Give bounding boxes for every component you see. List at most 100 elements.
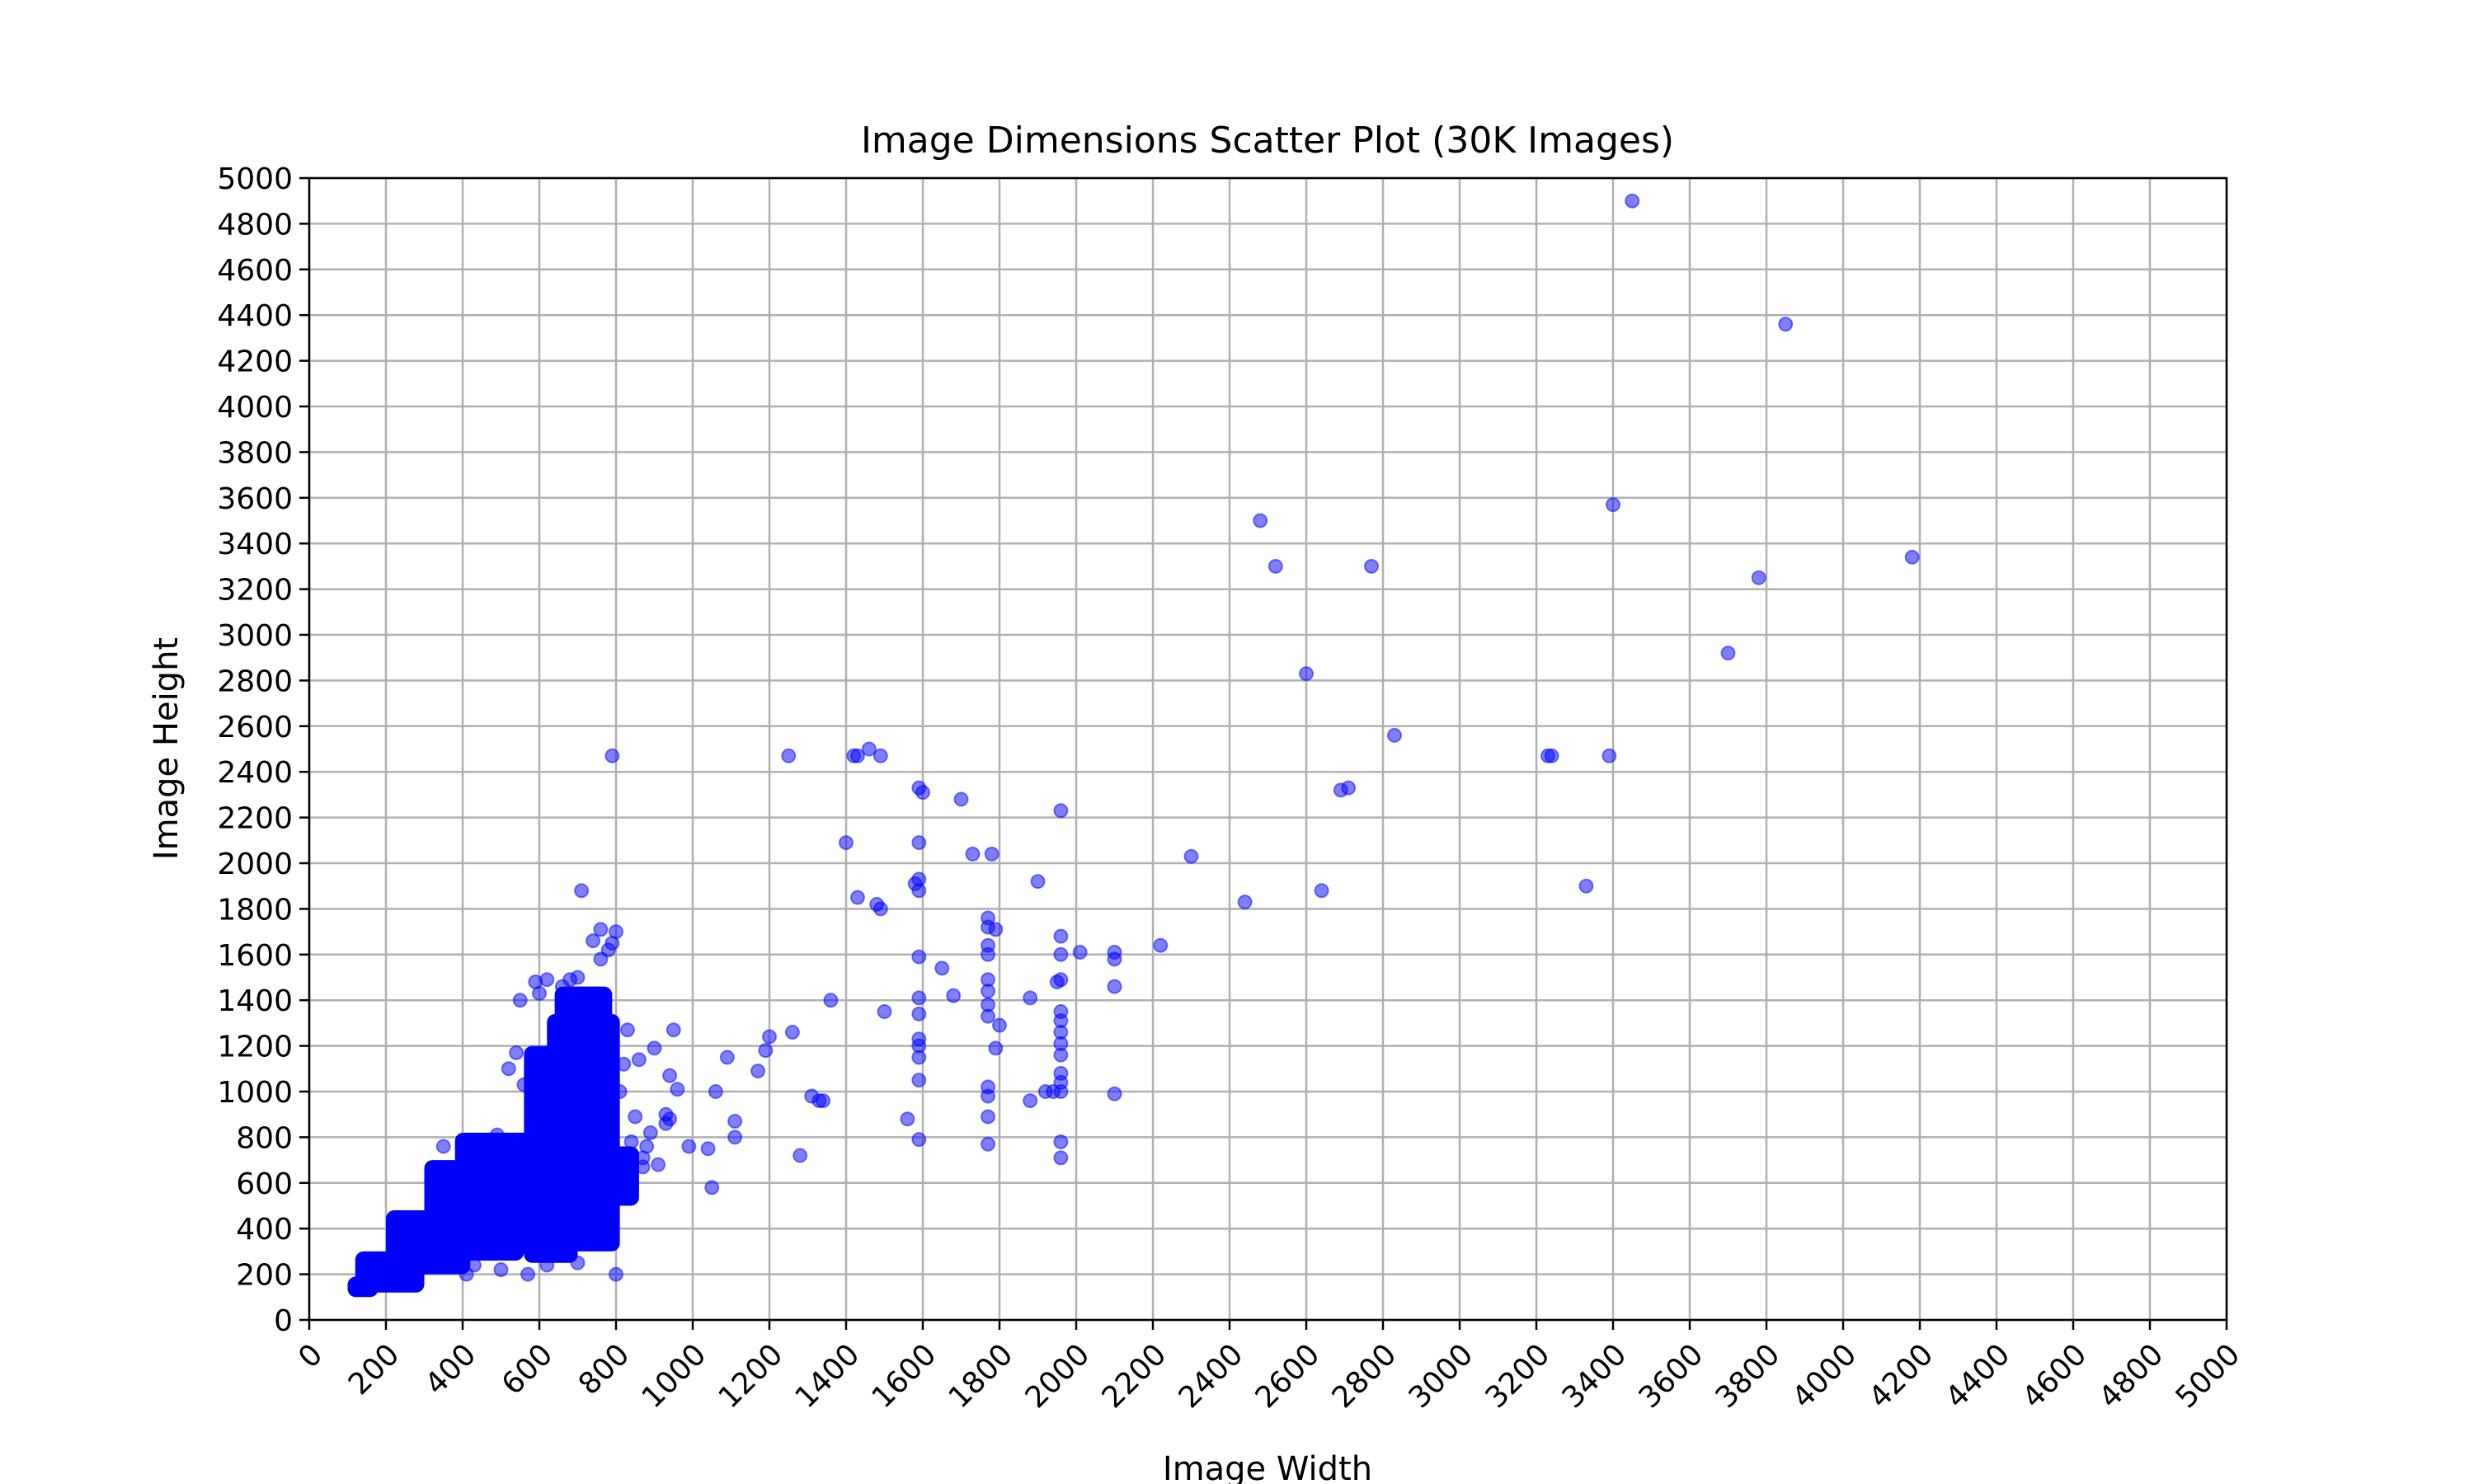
y-tick-label: 2200 xyxy=(217,802,293,836)
scatter-point xyxy=(953,791,969,807)
y-tick-label: 1200 xyxy=(217,1031,293,1064)
scatter-point xyxy=(1314,883,1329,899)
y-tick-label: 4800 xyxy=(217,208,293,242)
scatter-point xyxy=(1072,945,1088,960)
y-tick-label: 4400 xyxy=(217,299,293,333)
scatter-point xyxy=(570,1255,586,1270)
scatter-point xyxy=(516,1077,532,1092)
scatter-point xyxy=(512,993,528,1008)
y-tick-label: 1600 xyxy=(217,939,293,973)
scatter-point xyxy=(981,946,996,962)
y-tick-label: 1800 xyxy=(217,893,293,927)
scatter-point xyxy=(965,846,981,862)
scatter-point xyxy=(934,960,950,976)
scatter-point xyxy=(727,1114,743,1129)
y-tick-label: 3600 xyxy=(217,482,293,516)
scatter-point xyxy=(758,1043,774,1059)
scatter-point xyxy=(1049,974,1065,990)
scatter-point xyxy=(988,922,1004,937)
scatter-point xyxy=(1904,549,1920,565)
scatter-point xyxy=(1720,646,1736,661)
scatter-point xyxy=(849,890,865,905)
scatter-point xyxy=(1606,497,1620,513)
scatter-point xyxy=(911,990,927,1006)
scatter-point xyxy=(869,896,885,912)
scatter-point xyxy=(666,1022,681,1038)
scatter-point xyxy=(872,748,888,763)
y-tick-label: 600 xyxy=(236,1167,293,1201)
dense-cluster xyxy=(547,1013,620,1252)
scatter-point xyxy=(1037,1084,1053,1099)
scatter-point xyxy=(1237,895,1253,910)
y-tick-label: 4000 xyxy=(217,391,293,425)
scatter-point xyxy=(981,1136,996,1152)
scatter-point xyxy=(1053,1047,1069,1063)
scatter-point xyxy=(1602,748,1617,763)
scatter-point xyxy=(719,1050,735,1065)
scatter-point xyxy=(1107,1086,1122,1101)
scatter-point xyxy=(911,1006,927,1021)
scatter-point xyxy=(1544,748,1559,763)
scatter-point xyxy=(612,1084,628,1099)
scatter-point xyxy=(593,922,609,937)
scatter-point xyxy=(1023,990,1038,1006)
scatter-point xyxy=(609,1266,623,1282)
scatter-point xyxy=(946,988,962,1003)
dense-cluster xyxy=(608,1146,639,1206)
scatter-point xyxy=(1053,1150,1069,1166)
scatter-point xyxy=(1053,1134,1069,1149)
scatter-point xyxy=(911,835,927,851)
scatter-point xyxy=(1107,979,1122,994)
scatter-point xyxy=(662,1068,678,1083)
scatter-point xyxy=(528,974,543,990)
scatter-point xyxy=(877,1004,892,1020)
grid xyxy=(308,176,2228,1322)
scatter-point xyxy=(397,1212,413,1228)
y-tick-label: 2400 xyxy=(217,756,293,790)
scatter-point xyxy=(915,785,930,801)
scatter-point xyxy=(435,1139,451,1154)
scatter-point xyxy=(474,1139,490,1154)
y-tick-label: 800 xyxy=(236,1121,293,1155)
scatter-point xyxy=(911,949,927,965)
dense-point-clusters xyxy=(347,986,639,1298)
scatter-point xyxy=(586,933,601,949)
scatter-point xyxy=(1751,570,1766,585)
x-axis-label: Image Width xyxy=(1163,1450,1372,1484)
y-tick-label: 3200 xyxy=(217,574,293,608)
scatter-point xyxy=(900,1111,915,1127)
scatter-point xyxy=(1386,727,1402,743)
scatter-point xyxy=(1053,803,1069,819)
y-tick-label: 3800 xyxy=(217,436,293,470)
scatter-point xyxy=(628,1109,643,1125)
y-tick-label: 3400 xyxy=(217,528,293,561)
scatter-point xyxy=(981,1008,996,1024)
scatter-point xyxy=(1625,193,1640,209)
scatter-point xyxy=(681,1139,697,1154)
y-tick-label: 2800 xyxy=(217,665,293,698)
scatter-point xyxy=(1107,951,1122,967)
y-tick-label: 5000 xyxy=(217,162,293,196)
scatter-point xyxy=(784,1024,800,1040)
scatter-point xyxy=(839,835,854,851)
scatter-point xyxy=(631,1052,647,1068)
scatter-point xyxy=(1030,874,1046,890)
scatter-point xyxy=(554,979,570,994)
scatter-point xyxy=(604,748,620,763)
scatter-point xyxy=(911,1050,927,1065)
scatter-point xyxy=(1778,317,1794,332)
scatter-point xyxy=(981,1088,996,1104)
scatter-point xyxy=(1268,558,1283,574)
data-points xyxy=(397,193,1920,1282)
scatter-point xyxy=(762,1029,777,1045)
scatter-point xyxy=(1023,1093,1038,1109)
scatter-point xyxy=(1183,848,1199,864)
scatter-point xyxy=(981,1109,996,1125)
scatter-point xyxy=(823,993,839,1008)
scatter-point xyxy=(1364,558,1380,574)
scatter-point xyxy=(1299,666,1314,682)
scatter-point xyxy=(593,951,609,967)
y-tick-label: 0 xyxy=(274,1304,293,1338)
scatter-point xyxy=(911,883,927,899)
